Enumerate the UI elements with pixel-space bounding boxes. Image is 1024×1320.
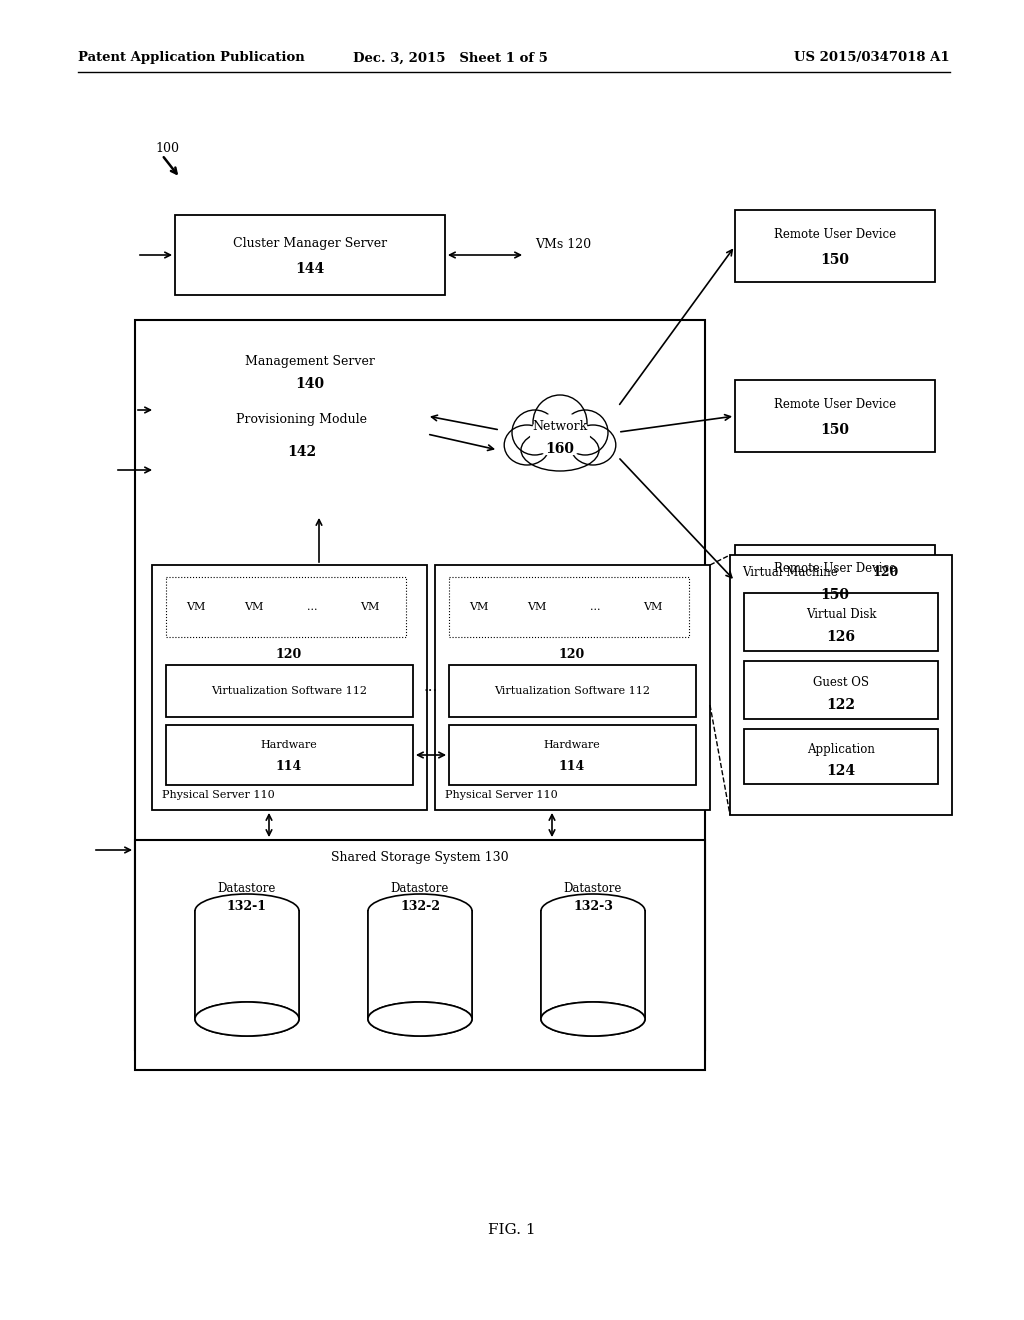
Ellipse shape: [195, 894, 299, 928]
Ellipse shape: [541, 1002, 645, 1036]
Bar: [346, 583, 394, 631]
Text: 120: 120: [872, 566, 898, 579]
Text: Virtualization Software 112: Virtualization Software 112: [494, 686, 650, 696]
Bar: [152, 565, 427, 810]
Bar: [735, 380, 935, 451]
Text: 150: 150: [820, 253, 850, 267]
Text: Virtual Disk: Virtual Disk: [806, 609, 877, 622]
Text: 100: 100: [155, 141, 179, 154]
Bar: [166, 665, 413, 717]
Text: 132-3: 132-3: [573, 899, 613, 912]
Text: 120: 120: [275, 648, 302, 661]
Ellipse shape: [541, 1002, 645, 1036]
Text: 132-1: 132-1: [227, 899, 267, 912]
Text: Application: Application: [807, 742, 874, 755]
Text: US 2015/0347018 A1: US 2015/0347018 A1: [795, 51, 950, 65]
Ellipse shape: [534, 395, 587, 450]
Text: Virtual Machine: Virtual Machine: [742, 566, 838, 579]
Text: Physical Server 110: Physical Server 110: [445, 789, 558, 800]
Text: 126: 126: [826, 630, 855, 644]
Bar: [744, 661, 938, 719]
Text: Provisioning Module: Provisioning Module: [237, 413, 368, 426]
Text: Patent Application Publication: Patent Application Publication: [78, 51, 305, 65]
Ellipse shape: [368, 1002, 472, 1036]
Text: 120: 120: [559, 648, 585, 661]
Ellipse shape: [504, 425, 550, 465]
Text: ...: ...: [590, 602, 600, 612]
Bar: [730, 554, 952, 814]
Text: Cluster Manager Server: Cluster Manager Server: [232, 236, 387, 249]
Text: FIG. 1: FIG. 1: [488, 1224, 536, 1237]
Text: VM: VM: [469, 602, 488, 612]
Bar: [629, 583, 677, 631]
Text: VM: VM: [360, 602, 380, 612]
Bar: [177, 380, 427, 488]
Text: Remote User Device: Remote User Device: [774, 562, 896, 576]
Bar: [195, 911, 299, 1019]
Bar: [166, 725, 413, 785]
Text: 150: 150: [820, 587, 850, 602]
Ellipse shape: [368, 894, 472, 928]
Text: VM: VM: [186, 602, 206, 612]
Text: Shared Storage System 130: Shared Storage System 130: [331, 851, 509, 865]
Text: 124: 124: [826, 764, 856, 777]
Text: Remote User Device: Remote User Device: [774, 227, 896, 240]
Bar: [230, 583, 278, 631]
Text: ...: ...: [307, 602, 317, 612]
Bar: [435, 565, 710, 810]
Ellipse shape: [521, 429, 599, 471]
Text: 132-2: 132-2: [400, 899, 440, 912]
Bar: [166, 577, 406, 638]
Text: 160: 160: [546, 442, 574, 455]
Text: Remote User Device: Remote User Device: [774, 397, 896, 411]
Bar: [135, 319, 705, 1049]
Ellipse shape: [512, 411, 558, 455]
Text: Datastore: Datastore: [564, 883, 623, 895]
Text: Virtualization Software 112: Virtualization Software 112: [211, 686, 367, 696]
Bar: [449, 725, 696, 785]
Bar: [513, 583, 561, 631]
Text: Datastore: Datastore: [218, 883, 276, 895]
Bar: [155, 341, 465, 515]
Bar: [735, 545, 935, 616]
Bar: [744, 593, 938, 651]
Bar: [735, 210, 935, 282]
Text: VM: VM: [245, 602, 264, 612]
Text: Dec. 3, 2015   Sheet 1 of 5: Dec. 3, 2015 Sheet 1 of 5: [352, 51, 548, 65]
Text: Management Server: Management Server: [245, 355, 375, 368]
Text: Network: Network: [532, 421, 588, 433]
Text: Guest OS: Guest OS: [813, 676, 869, 689]
Text: 140: 140: [296, 378, 325, 391]
Text: ...: ...: [424, 680, 438, 694]
Text: VMs 120: VMs 120: [535, 239, 591, 252]
Text: VM: VM: [643, 602, 663, 612]
Text: 150: 150: [820, 422, 850, 437]
Text: 142: 142: [288, 445, 316, 459]
Text: 144: 144: [295, 261, 325, 276]
Text: Datastore: Datastore: [391, 883, 450, 895]
Text: Hardware: Hardware: [261, 741, 317, 750]
Bar: [175, 215, 445, 294]
Ellipse shape: [368, 1002, 472, 1036]
Bar: [135, 840, 705, 1071]
Ellipse shape: [570, 425, 615, 465]
Text: Physical Server 110: Physical Server 110: [162, 789, 274, 800]
Text: 122: 122: [826, 698, 855, 711]
Bar: [368, 911, 472, 1019]
Ellipse shape: [195, 1002, 299, 1036]
Bar: [172, 583, 220, 631]
Ellipse shape: [562, 411, 608, 455]
Ellipse shape: [541, 894, 645, 928]
Bar: [449, 665, 696, 717]
Text: VM: VM: [527, 602, 547, 612]
Text: Hardware: Hardware: [544, 741, 600, 750]
Ellipse shape: [530, 412, 590, 458]
Bar: [455, 583, 503, 631]
Text: 114: 114: [275, 760, 302, 774]
Bar: [541, 911, 645, 1019]
Bar: [744, 729, 938, 784]
Bar: [449, 577, 689, 638]
Ellipse shape: [195, 1002, 299, 1036]
Text: 114: 114: [559, 760, 585, 774]
